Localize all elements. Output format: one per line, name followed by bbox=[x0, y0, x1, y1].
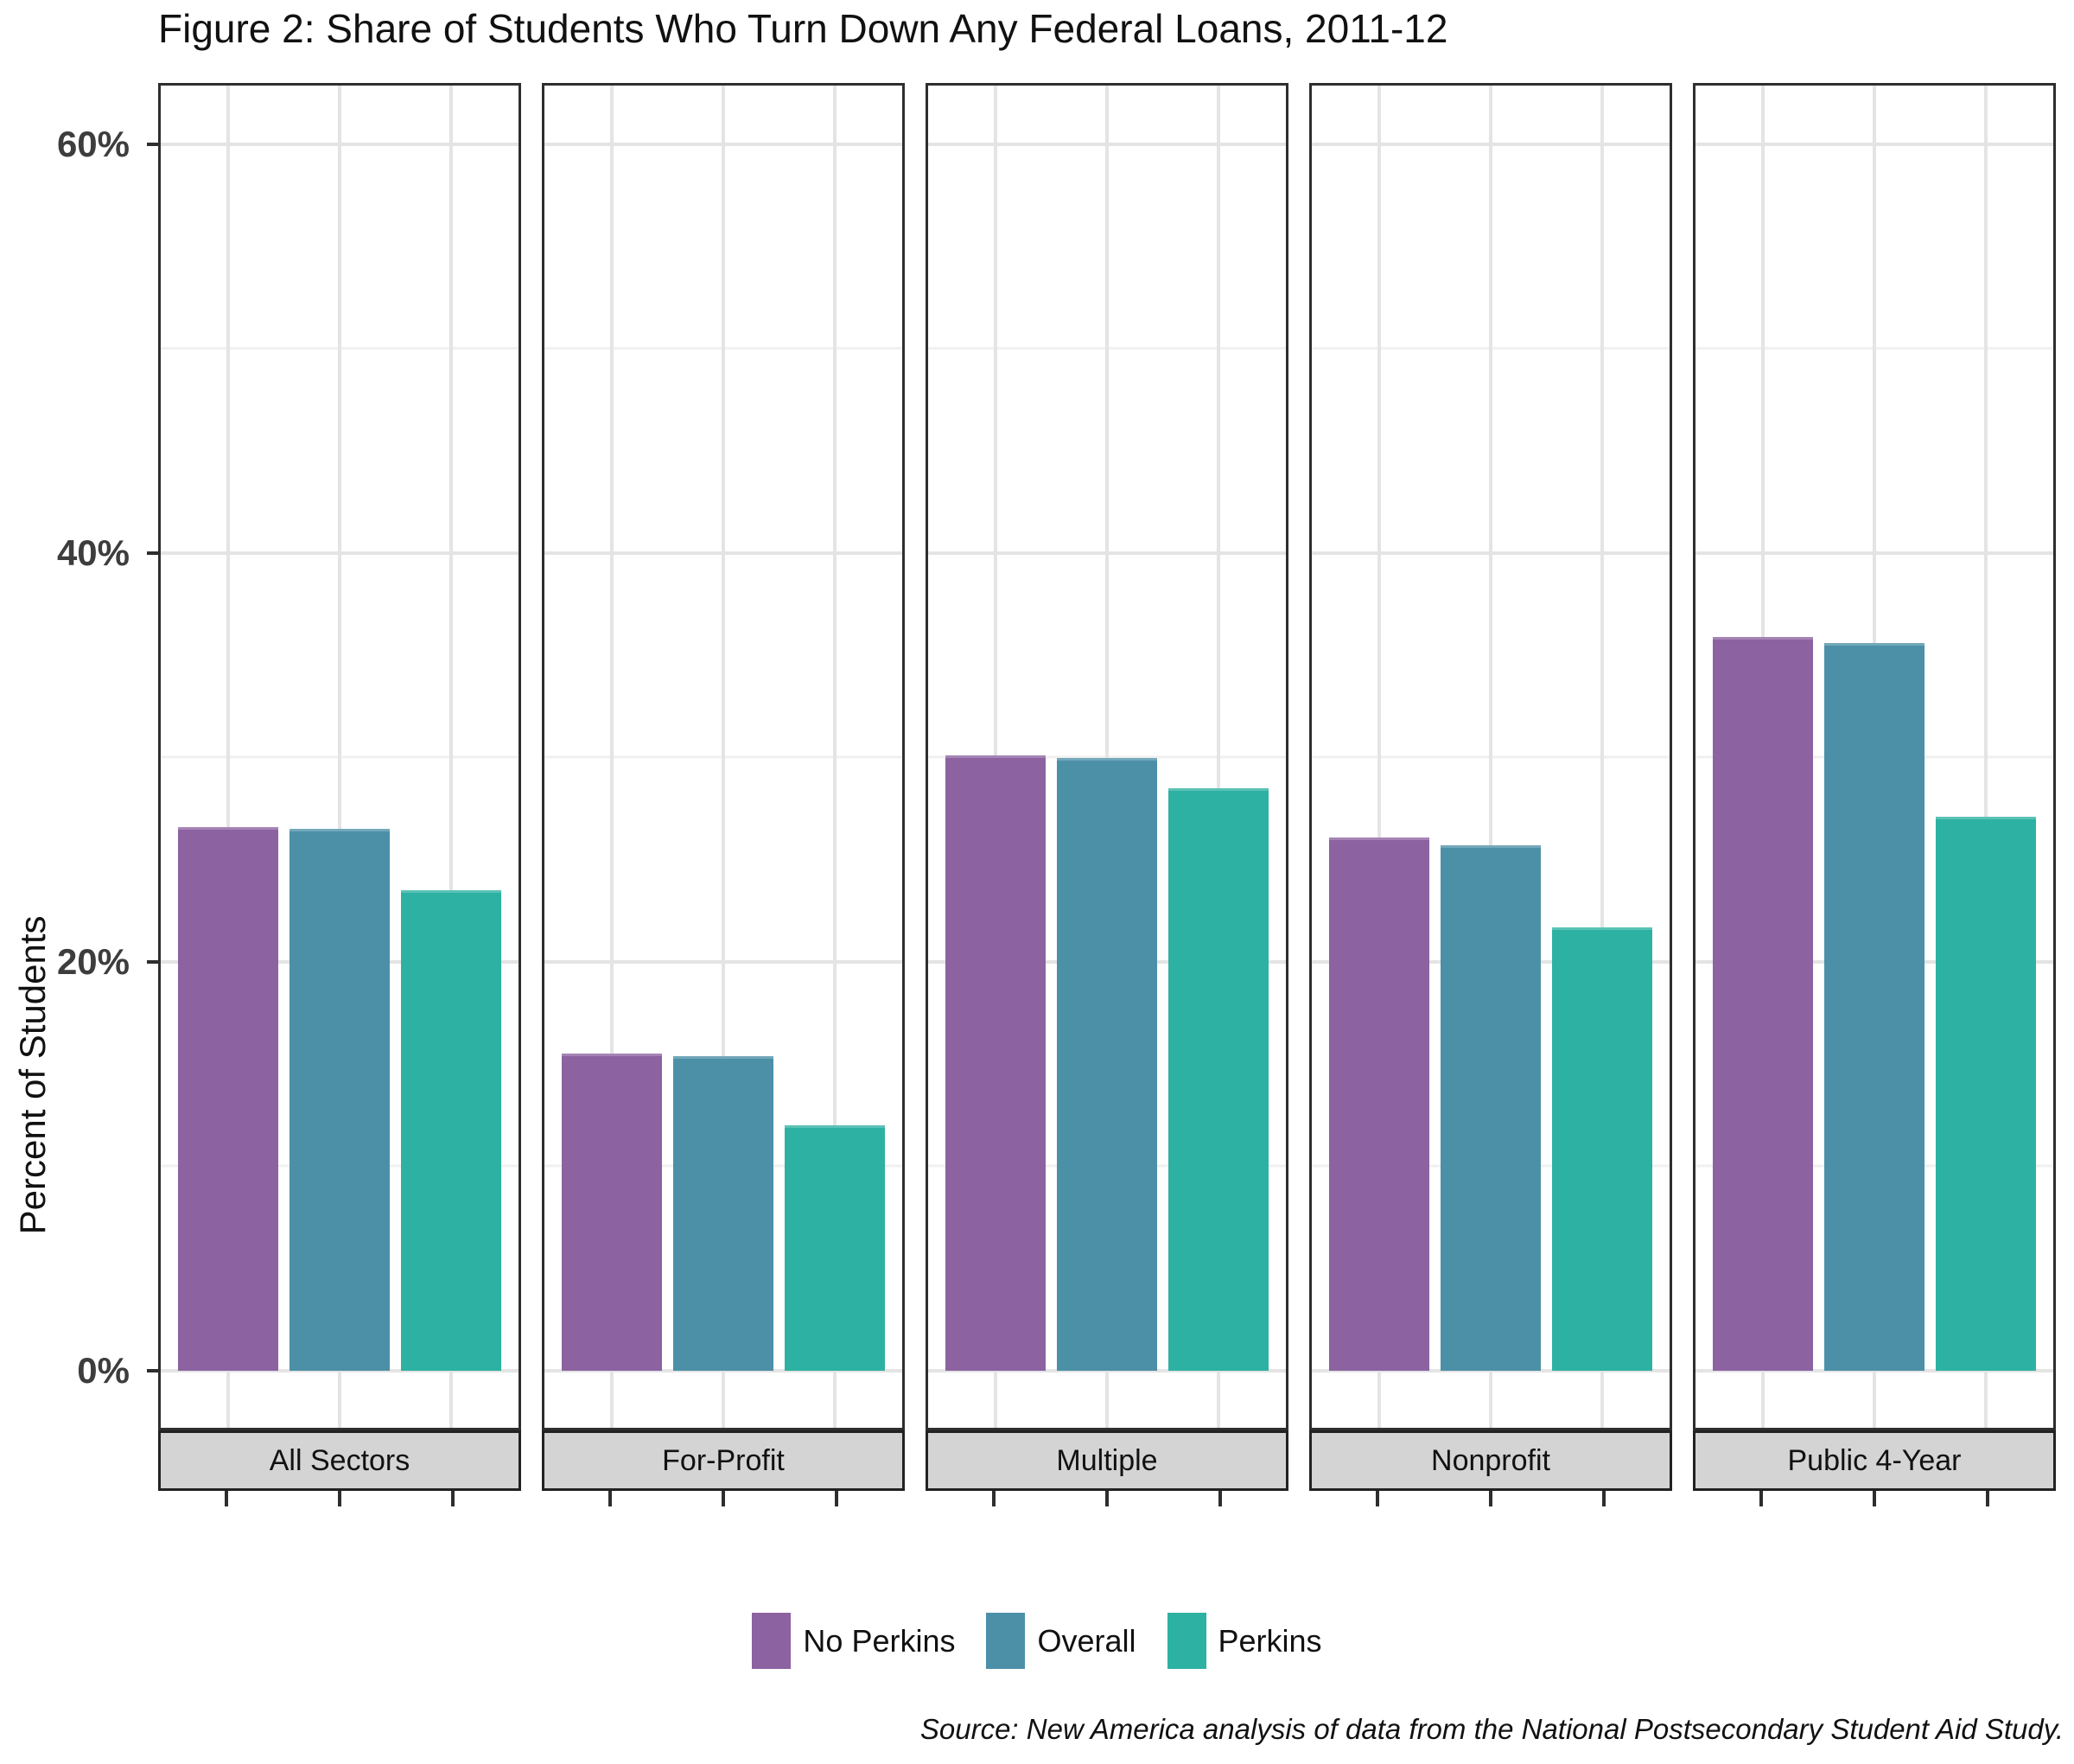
facet-multiple: Multiple bbox=[926, 83, 1288, 1508]
y-tick-label: 0% bbox=[77, 1349, 130, 1391]
x-tick-mark bbox=[224, 1491, 228, 1506]
bar-no-perkins bbox=[1712, 636, 1813, 1371]
facet-strip: For-Profit bbox=[542, 1430, 905, 1491]
legend: No Perkins Overall Perkins bbox=[0, 1613, 2074, 1669]
vertical-gridline bbox=[226, 86, 230, 1428]
x-tick-mark bbox=[608, 1491, 612, 1506]
plot-panel bbox=[158, 83, 521, 1430]
facet-for-profit: For-Profit bbox=[542, 83, 905, 1508]
facet-strip-label: All Sectors bbox=[269, 1443, 410, 1477]
x-tick-mark bbox=[451, 1491, 455, 1506]
plot-panel bbox=[1309, 83, 1672, 1430]
facet-strip-label: Public 4-Year bbox=[1787, 1443, 1962, 1477]
bar-no-perkins bbox=[1328, 837, 1429, 1371]
y-tick-label: 60% bbox=[56, 123, 130, 164]
plot-panel bbox=[1693, 83, 2056, 1430]
legend-label: Overall bbox=[1037, 1622, 1136, 1659]
x-axis-ticks bbox=[926, 1491, 1288, 1508]
x-tick-mark bbox=[1375, 1491, 1379, 1506]
facet-strip: Public 4-Year bbox=[1693, 1430, 2056, 1491]
vertical-gridline bbox=[1217, 86, 1221, 1428]
bar-overall bbox=[1440, 845, 1542, 1371]
legend-item-perkins: Perkins bbox=[1167, 1613, 1322, 1669]
x-tick-mark bbox=[1105, 1491, 1109, 1506]
vertical-gridline bbox=[1489, 86, 1492, 1428]
x-tick-mark bbox=[1489, 1491, 1492, 1506]
legend-item-no-perkins: No Perkins bbox=[752, 1613, 955, 1669]
legend-label: Perkins bbox=[1218, 1622, 1322, 1659]
facet-public-4-year: Public 4-Year bbox=[1693, 83, 2056, 1508]
y-tick-mark bbox=[147, 959, 158, 964]
bar-perkins bbox=[401, 890, 502, 1371]
plot-panel bbox=[926, 83, 1288, 1430]
x-axis-ticks bbox=[1309, 1491, 1672, 1508]
bar-perkins bbox=[1552, 927, 1653, 1371]
bar-perkins bbox=[785, 1125, 886, 1371]
bar-overall bbox=[289, 829, 391, 1371]
source-note: Source: New America analysis of data fro… bbox=[919, 1713, 2064, 1745]
legend-swatch bbox=[986, 1613, 1026, 1669]
x-axis-ticks bbox=[158, 1491, 521, 1508]
vertical-gridline bbox=[338, 86, 341, 1428]
bar-overall bbox=[672, 1055, 774, 1371]
facet-panels: All Sectors For-Profit Multiple Nonprofit Pu… bbox=[158, 83, 2056, 1508]
y-tick-mark bbox=[147, 142, 158, 146]
bar-overall bbox=[1823, 643, 1925, 1371]
bar-overall bbox=[1056, 757, 1158, 1371]
x-tick-mark bbox=[722, 1491, 725, 1506]
legend-swatch bbox=[752, 1613, 792, 1669]
bar-no-perkins bbox=[177, 826, 278, 1371]
facet-strip-label: Multiple bbox=[1056, 1443, 1158, 1477]
x-tick-mark bbox=[1873, 1491, 1876, 1506]
vertical-gridline bbox=[722, 86, 725, 1428]
x-tick-mark bbox=[1218, 1491, 1223, 1506]
vertical-gridline bbox=[1377, 86, 1381, 1428]
x-axis-ticks bbox=[542, 1491, 905, 1508]
vertical-gridline bbox=[1600, 86, 1605, 1428]
plot-panel bbox=[542, 83, 905, 1430]
chart-title: Figure 2: Share of Students Who Turn Dow… bbox=[158, 6, 1448, 51]
facet-strip: All Sectors bbox=[158, 1430, 521, 1491]
bar-perkins bbox=[1936, 817, 2037, 1371]
vertical-gridline bbox=[609, 86, 614, 1428]
x-axis-ticks bbox=[1693, 1491, 2056, 1508]
facet-strip-label: For-Profit bbox=[662, 1443, 785, 1477]
bar-no-perkins bbox=[561, 1054, 662, 1371]
facet-strip-label: Nonprofit bbox=[1431, 1443, 1550, 1477]
y-tick-label: 40% bbox=[56, 532, 130, 573]
x-tick-mark bbox=[991, 1491, 996, 1506]
vertical-gridline bbox=[1984, 86, 1988, 1428]
vertical-gridline bbox=[833, 86, 837, 1428]
facet-strip: Multiple bbox=[926, 1430, 1288, 1491]
legend-item-overall: Overall bbox=[986, 1613, 1136, 1669]
x-tick-mark bbox=[1602, 1491, 1606, 1506]
x-tick-mark bbox=[835, 1491, 839, 1506]
legend-label: No Perkins bbox=[803, 1622, 956, 1659]
vertical-gridline bbox=[1105, 86, 1109, 1428]
vertical-gridline bbox=[449, 86, 454, 1428]
x-tick-mark bbox=[1759, 1491, 1763, 1506]
y-tick-label: 20% bbox=[56, 940, 130, 982]
x-tick-mark bbox=[338, 1491, 341, 1506]
y-tick-mark bbox=[147, 551, 158, 555]
y-tick-mark bbox=[147, 1368, 158, 1372]
bar-perkins bbox=[1168, 787, 1269, 1371]
facet-strip: Nonprofit bbox=[1309, 1430, 1672, 1491]
facet-all-sectors: All Sectors bbox=[158, 83, 521, 1508]
bar-no-perkins bbox=[945, 755, 1046, 1371]
legend-swatch bbox=[1167, 1613, 1206, 1669]
facet-nonprofit: Nonprofit bbox=[1309, 83, 1672, 1508]
x-tick-mark bbox=[1986, 1491, 1990, 1506]
